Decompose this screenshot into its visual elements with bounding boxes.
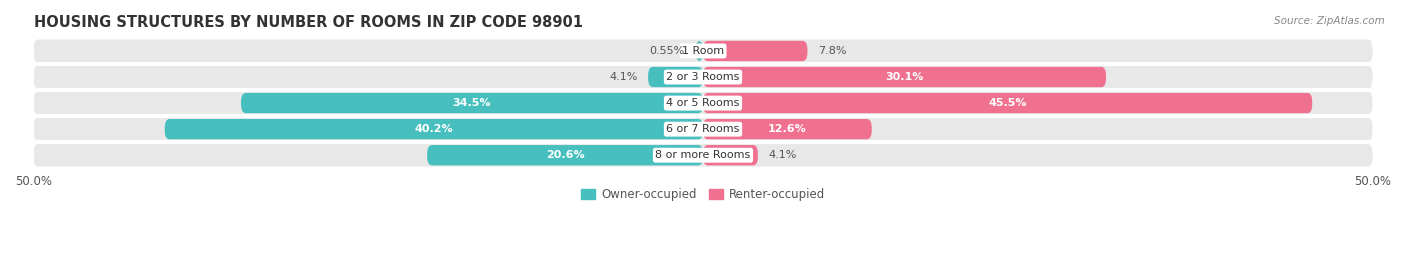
FancyBboxPatch shape (34, 66, 1372, 89)
FancyBboxPatch shape (703, 67, 1107, 87)
FancyBboxPatch shape (703, 145, 758, 165)
Text: 1 Room: 1 Room (682, 46, 724, 56)
Text: 8 or more Rooms: 8 or more Rooms (655, 150, 751, 160)
Text: 0.55%: 0.55% (650, 46, 685, 56)
Text: 4 or 5 Rooms: 4 or 5 Rooms (666, 98, 740, 108)
Text: 20.6%: 20.6% (546, 150, 585, 160)
FancyBboxPatch shape (165, 119, 703, 139)
Legend: Owner-occupied, Renter-occupied: Owner-occupied, Renter-occupied (576, 183, 830, 206)
FancyBboxPatch shape (427, 145, 703, 165)
Text: 2 or 3 Rooms: 2 or 3 Rooms (666, 72, 740, 82)
FancyBboxPatch shape (648, 67, 703, 87)
Text: 30.1%: 30.1% (886, 72, 924, 82)
Text: Source: ZipAtlas.com: Source: ZipAtlas.com (1274, 16, 1385, 26)
Text: HOUSING STRUCTURES BY NUMBER OF ROOMS IN ZIP CODE 98901: HOUSING STRUCTURES BY NUMBER OF ROOMS IN… (34, 15, 582, 30)
FancyBboxPatch shape (34, 118, 1372, 141)
Text: 34.5%: 34.5% (453, 98, 491, 108)
Text: 45.5%: 45.5% (988, 98, 1026, 108)
FancyBboxPatch shape (240, 93, 703, 113)
Text: 40.2%: 40.2% (415, 124, 453, 134)
Text: 4.1%: 4.1% (609, 72, 637, 82)
Text: 7.8%: 7.8% (818, 46, 846, 56)
FancyBboxPatch shape (703, 41, 807, 61)
FancyBboxPatch shape (34, 92, 1372, 115)
FancyBboxPatch shape (696, 41, 703, 61)
FancyBboxPatch shape (703, 119, 872, 139)
Text: 6 or 7 Rooms: 6 or 7 Rooms (666, 124, 740, 134)
Text: 12.6%: 12.6% (768, 124, 807, 134)
FancyBboxPatch shape (34, 40, 1372, 62)
Text: 4.1%: 4.1% (769, 150, 797, 160)
FancyBboxPatch shape (703, 93, 1312, 113)
FancyBboxPatch shape (34, 144, 1372, 167)
